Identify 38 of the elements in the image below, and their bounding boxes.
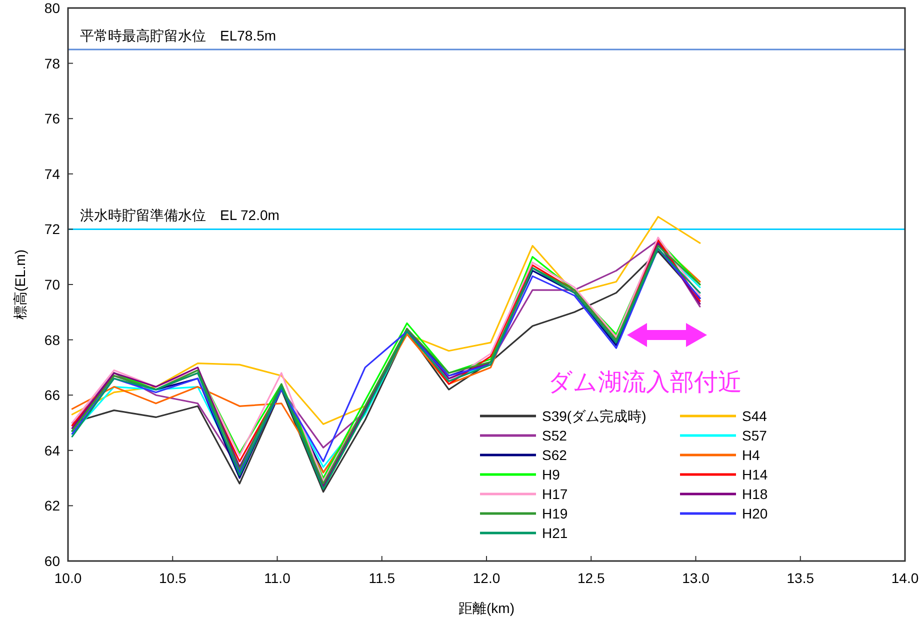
legend-label: H18 <box>742 486 768 502</box>
x-tick-label: 11.5 <box>368 570 396 586</box>
legend-label: H4 <box>742 447 760 463</box>
legend-label: S57 <box>742 428 768 444</box>
x-tick-label: 13.5 <box>786 570 814 586</box>
ref-line-label: 洪水時貯留準備水位 EL 72.0m <box>80 207 280 224</box>
annotation: ダム湖流入部付近 <box>548 369 742 396</box>
legend-label: H14 <box>742 466 768 482</box>
x-tick-label: 10.5 <box>159 570 186 586</box>
y-tick-label: 76 <box>44 110 60 127</box>
y-tick-label: 72 <box>44 221 60 238</box>
y-axis-title: 標高(EL.m) <box>12 250 28 320</box>
x-tick-label: 14.0 <box>891 570 919 586</box>
x-tick-label: 12.0 <box>472 570 500 586</box>
x-tick-label: 12.5 <box>578 570 605 586</box>
x-tick-label: 11.0 <box>264 570 291 586</box>
y-tick-label: 78 <box>44 55 60 72</box>
legend-label: S39(ダム完成時) <box>542 408 646 424</box>
legend-label: H20 <box>742 506 768 522</box>
x-tick-label: 10.0 <box>54 570 82 586</box>
y-tick-label: 70 <box>44 276 60 292</box>
legend-label: H19 <box>542 506 568 522</box>
y-tick-label: 68 <box>44 332 60 348</box>
y-tick-label: 64 <box>44 442 60 458</box>
x-tick-label: 13.0 <box>682 570 710 586</box>
legend-label: H9 <box>542 466 560 482</box>
legend-label: S52 <box>542 428 568 444</box>
x-axis-title: 距離(km) <box>458 600 514 616</box>
legend-label: S44 <box>742 408 768 424</box>
legend-label: H17 <box>542 486 568 502</box>
y-tick-label: 80 <box>44 0 60 16</box>
y-tick-label: 74 <box>44 166 60 182</box>
y-tick-label: 62 <box>44 498 60 514</box>
ref-line-label: 平常時最高貯留水位 EL78.5m <box>80 27 276 44</box>
legend-label: S62 <box>542 447 568 463</box>
y-tick-label: 66 <box>44 387 60 404</box>
y-tick-label: 60 <box>44 553 60 569</box>
legend-label: H21 <box>542 525 568 541</box>
